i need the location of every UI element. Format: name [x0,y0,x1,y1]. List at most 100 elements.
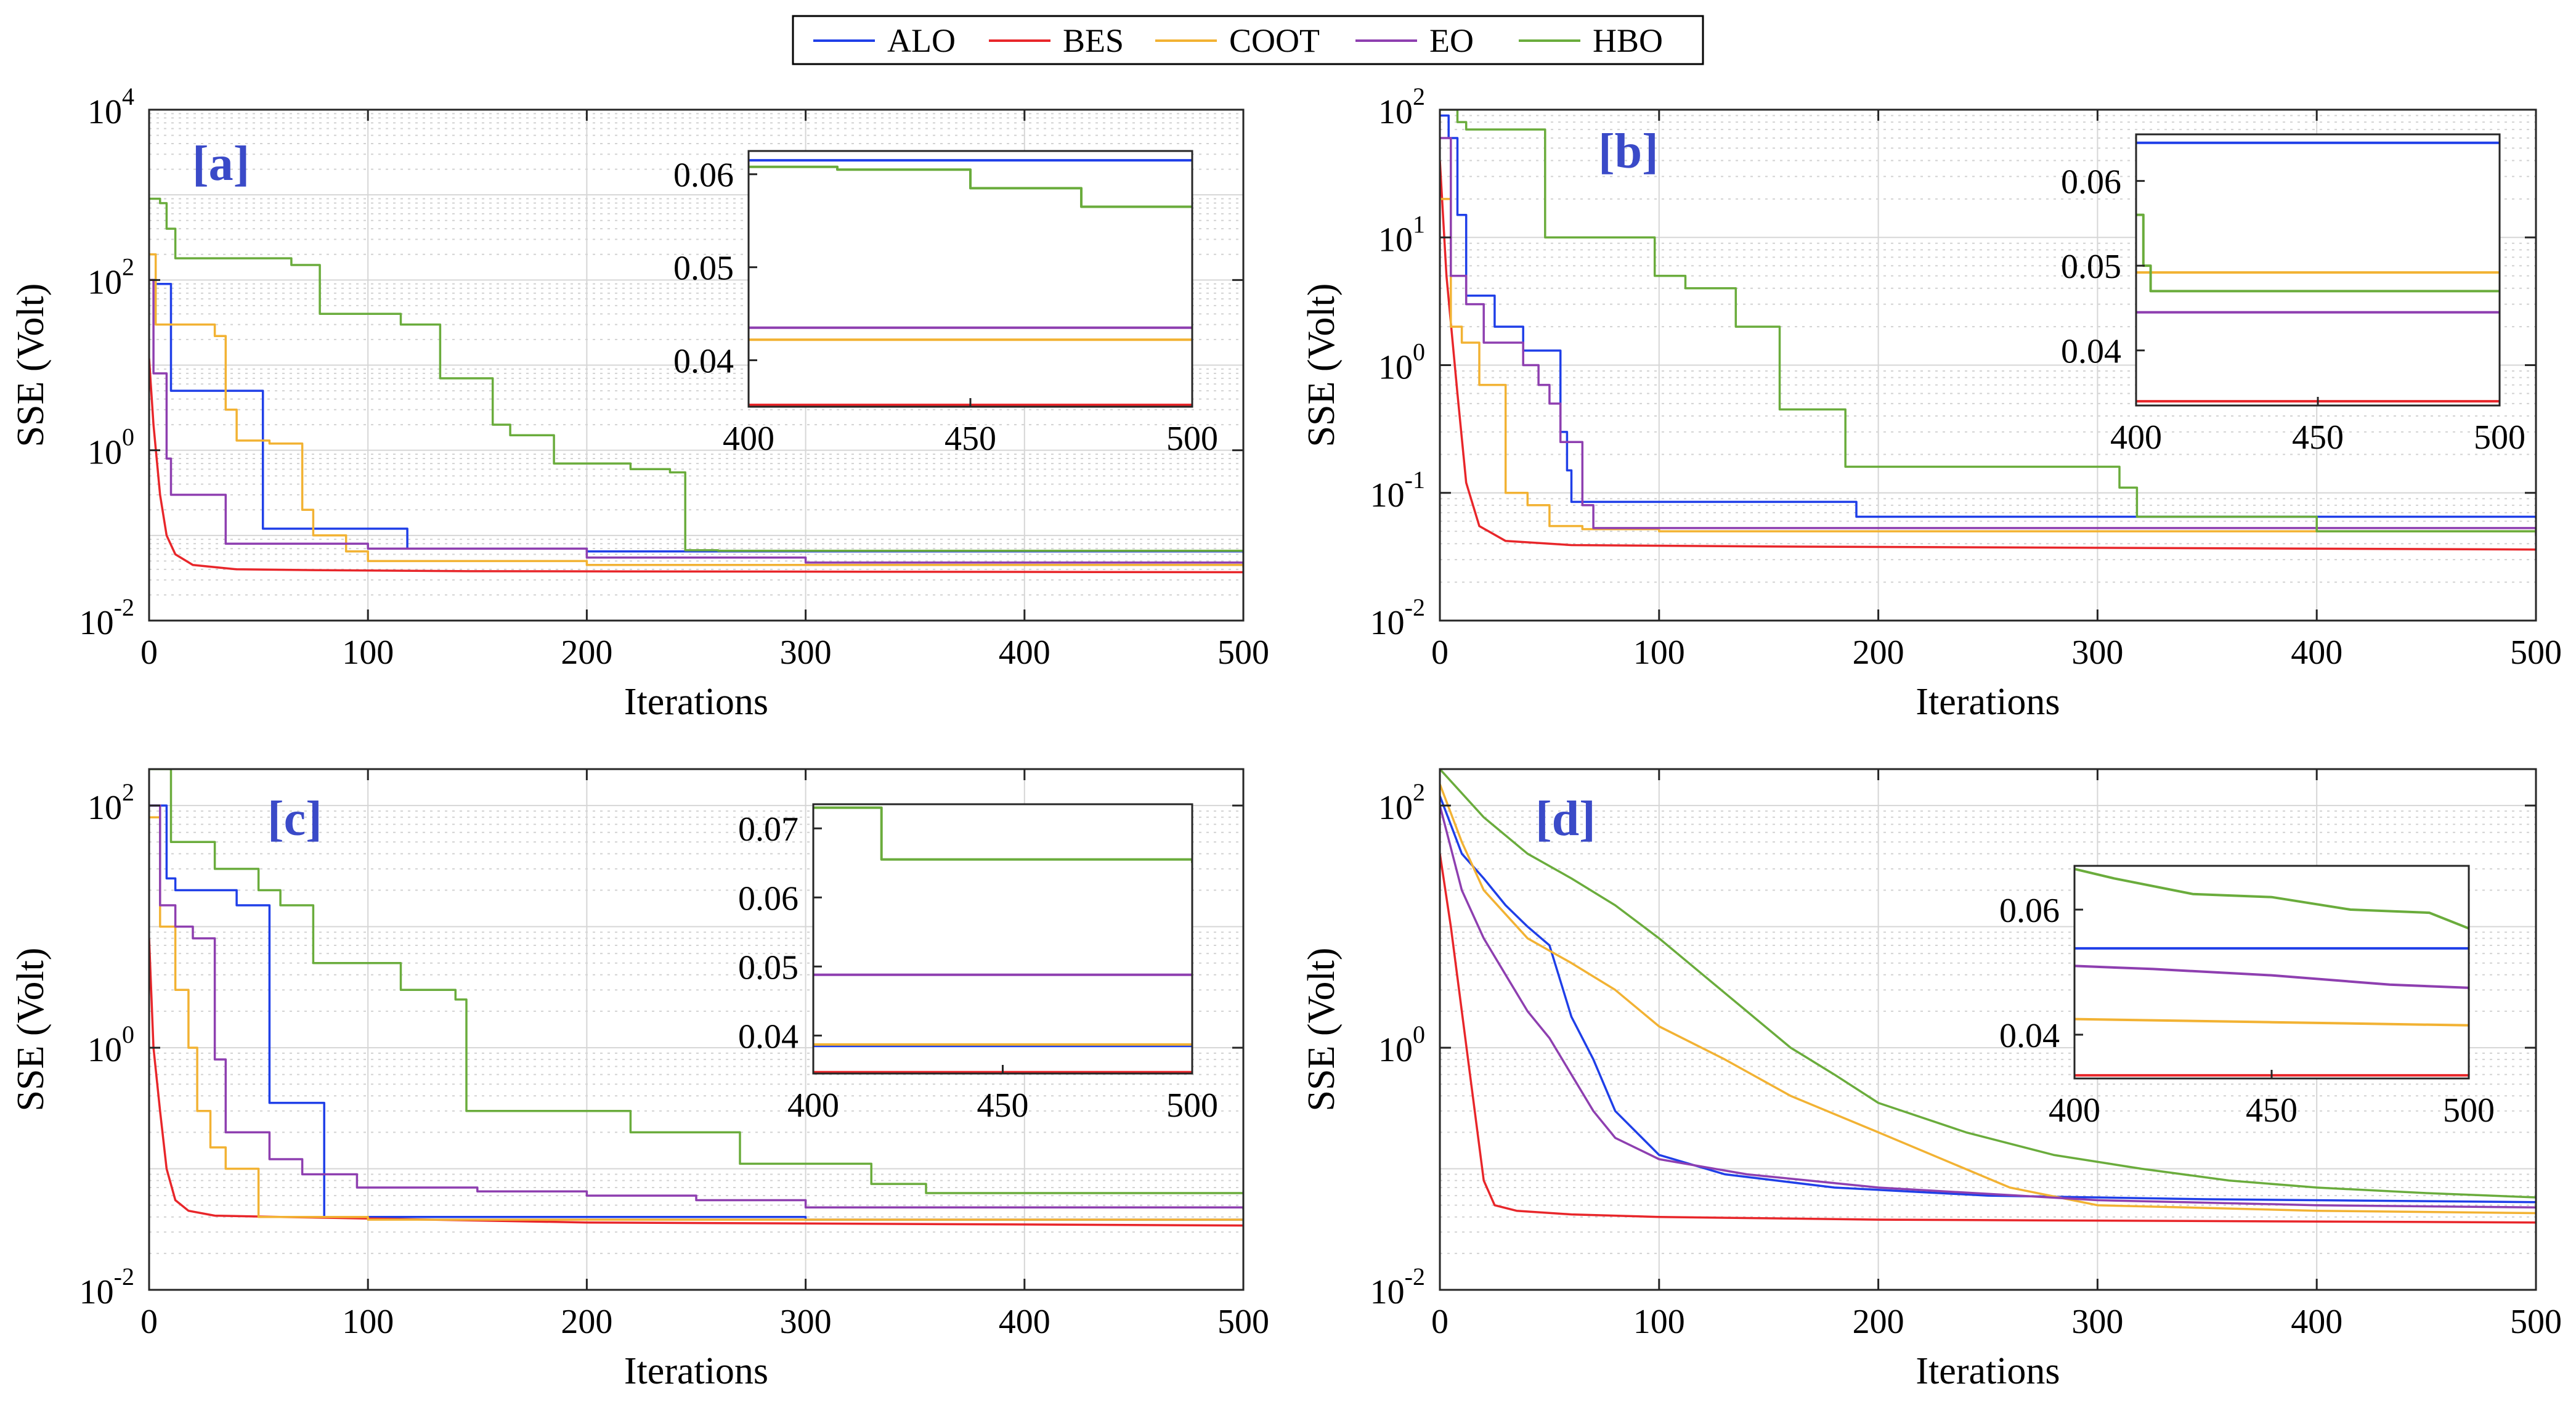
y-tick-label: 102 [87,778,134,827]
x-axis-label: Iterations [624,1350,768,1392]
panel-tag: [d] [1535,792,1596,846]
series-line-alo [1440,114,2536,519]
inset-background [2136,134,2500,406]
y-tick-base: 10 [87,1031,122,1069]
x-tick-label: 400 [2291,634,2342,672]
y-tick-exponent: -2 [1405,593,1425,621]
y-tick-base: 10 [1378,93,1413,131]
inset-series-line-hbo [749,165,1192,208]
series-line-eo [1440,805,2536,1208]
series-line-alo [1440,795,2536,1204]
y-tick-exponent: 2 [122,253,134,280]
x-tick-label: 100 [1633,1303,1685,1341]
y-tick-exponent: -2 [114,1263,134,1290]
y-axis-label: SSE (Volt) [10,283,52,447]
x-tick-label: 100 [342,1303,394,1341]
y-tick-base: 10 [87,789,122,827]
inset-panel: 400 450 500 0.04 0.05 0.06 [2061,133,2525,457]
x-axis-label: Iterations [624,681,768,723]
y-tick-base: 10 [79,604,114,642]
panels: 0 100 200 300 400 50010-2100102104IterationsS… [10,83,2562,1392]
y-tick-exponent: 0 [1413,338,1425,366]
y-tick-base: 10 [1378,349,1413,387]
series-group [1440,110,2536,551]
inset-series-line-eo [2074,964,2469,989]
chart-panel-4: 0 100 200 300 400 50010-2100102IterationsSSE … [1301,768,2562,1392]
chart-panel-3: 0 100 200 300 400 50010-2100102IterationsSSE … [10,768,1269,1392]
series-line-hbo [1440,110,2536,534]
y-tick-exponent: 0 [1413,1021,1425,1048]
inset-x-tick-label: 500 [2474,418,2525,457]
series-group [149,769,1243,1227]
inset-series-line-hbo [2136,213,2500,293]
series-line-eo [149,804,1243,1210]
y-tick-label: 10-1 [1370,466,1425,515]
y-tick-label: 102 [1378,83,1425,131]
plot-frame [148,768,1245,1291]
x-tick-label: 300 [780,634,832,672]
x-tick-label: 100 [342,634,394,672]
inset-y-tick-label: 0.05 [673,250,734,288]
chart-panel-2: 0 100 200 300 400 50010-210-1100101102Iterati… [1301,83,2562,723]
inset-series-group [2136,141,2500,403]
inset-series-line-hbo [2074,868,2469,930]
inset-x-tick-label: 400 [2049,1091,2100,1130]
y-tick-label: 100 [1378,1021,1425,1069]
y-tick-exponent: 2 [1413,778,1425,806]
series-group [149,197,1243,574]
x-tick-label: 400 [999,634,1050,672]
y-tick-label: 102 [1378,778,1425,827]
legend-label-eo: EO [1429,22,1474,59]
inset-x-tick-label: 450 [2292,418,2344,457]
y-tick-label: 102 [87,253,134,301]
x-tick-label: 300 [2071,1303,2123,1341]
inset-x-tick-label: 400 [787,1086,839,1125]
inset-y-tick-label: 0.04 [673,343,734,381]
x-tick-label: 300 [2071,634,2123,672]
inset-series-line-hbo [813,806,1192,863]
x-axis-label: Iterations [1916,681,2060,723]
inset-series-line-coot [2074,1017,2469,1027]
y-tick-base: 10 [87,93,122,131]
plot-frame [1439,768,2537,1291]
x-tick-label: 0 [1431,1303,1448,1341]
y-tick-exponent: 2 [1413,83,1425,110]
y-tick-exponent: 4 [122,83,134,110]
y-tick-base: 10 [87,434,122,472]
y-tick-label: 10-2 [79,1263,134,1311]
y-axis-label: SSE (Volt) [1301,948,1343,1112]
plot-frame [148,108,1245,622]
inset-x-tick-label: 500 [2443,1091,2495,1130]
y-tick-base: 10 [1370,476,1405,515]
y-tick-exponent: -2 [114,593,134,621]
inset-panel: 400 450 500 0.04 0.06 [1999,865,2495,1130]
series-line-bes [1440,854,2536,1224]
inset-y-tick-label: 0.06 [1999,892,2060,930]
x-tick-label: 100 [1633,634,1685,672]
legend-label-bes: BES [1063,22,1124,59]
series-line-hbo [1440,769,2536,1199]
legend-label-coot: COOT [1229,22,1320,59]
inset-x-tick-label: 400 [2110,418,2162,457]
x-tick-label: 0 [1431,634,1448,672]
series-line-hbo [149,197,1243,552]
y-tick-base: 10 [79,1273,114,1311]
inset-panel: 400 450 500 0.04 0.05 0.06 [673,150,1218,458]
series-line-coot [149,253,1243,568]
y-tick-exponent: 2 [122,778,134,806]
series-line-coot [1440,783,2536,1215]
y-tick-exponent: -1 [1405,466,1425,494]
x-tick-label: 500 [1217,1303,1269,1341]
y-axis-label: SSE (Volt) [10,948,52,1112]
inset-background [813,804,1192,1074]
x-tick-label: 200 [561,634,612,672]
y-tick-label: 101 [1378,210,1425,259]
inset-y-tick-label: 0.05 [2061,248,2121,286]
x-tick-label: 400 [2291,1303,2342,1341]
series-line-eo [149,279,1243,564]
y-tick-exponent: -2 [1405,1263,1425,1290]
inset-x-tick-label: 450 [945,420,996,458]
y-tick-label: 10-2 [1370,593,1425,642]
inset-background [749,151,1192,407]
